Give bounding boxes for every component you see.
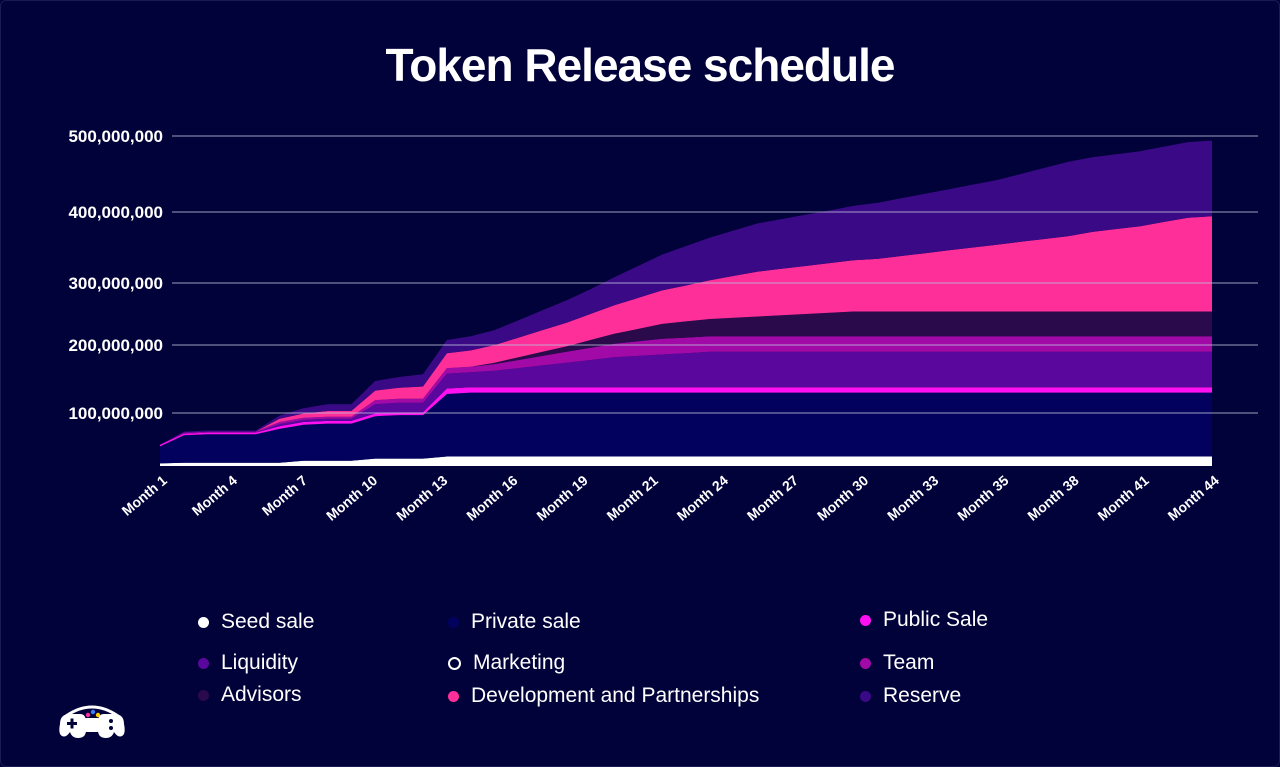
y-tick-label: 400,000,000	[68, 203, 163, 222]
gamepad-logo-icon	[59, 705, 125, 738]
area-public-sale	[160, 387, 1212, 447]
x-tick-label: Month 7	[259, 472, 311, 519]
x-tick-label: Month 35	[954, 472, 1012, 524]
area-liquidity	[160, 351, 1212, 445]
y-tick-label: 200,000,000	[68, 336, 163, 355]
x-tick-label: Month 21	[604, 472, 662, 524]
x-tick-label: Month 13	[393, 472, 451, 524]
x-tick-label: Month 30	[814, 472, 872, 524]
x-tick-label: Month 24	[674, 472, 732, 524]
y-tick-label: 100,000,000	[68, 404, 163, 423]
area-team	[160, 336, 1212, 445]
x-tick-label: Month 1	[119, 472, 171, 519]
x-tick-label: Month 33	[884, 472, 942, 524]
x-tick-label: Month 4	[189, 472, 241, 519]
area-advisors	[160, 311, 1212, 445]
chart-title: Token Release schedule	[385, 39, 896, 91]
x-tick-label: Month 44	[1165, 472, 1223, 524]
x-tick-label: Month 38	[1024, 472, 1082, 524]
x-tick-label: Month 16	[463, 472, 521, 524]
area-private-sale	[160, 392, 1212, 464]
area-reserve	[160, 140, 1212, 445]
area-development-and-partnerships	[160, 216, 1212, 445]
area-series-group	[160, 140, 1212, 466]
x-tick-label: Month 10	[323, 472, 381, 524]
x-tick-label: Month 41	[1094, 472, 1152, 524]
y-tick-label: 500,000,000	[68, 127, 163, 146]
x-tick-label: Month 27	[744, 472, 802, 524]
y-tick-label: 300,000,000	[68, 274, 163, 293]
x-tick-label: Month 19	[533, 472, 591, 524]
area-seed-sale	[160, 456, 1212, 466]
